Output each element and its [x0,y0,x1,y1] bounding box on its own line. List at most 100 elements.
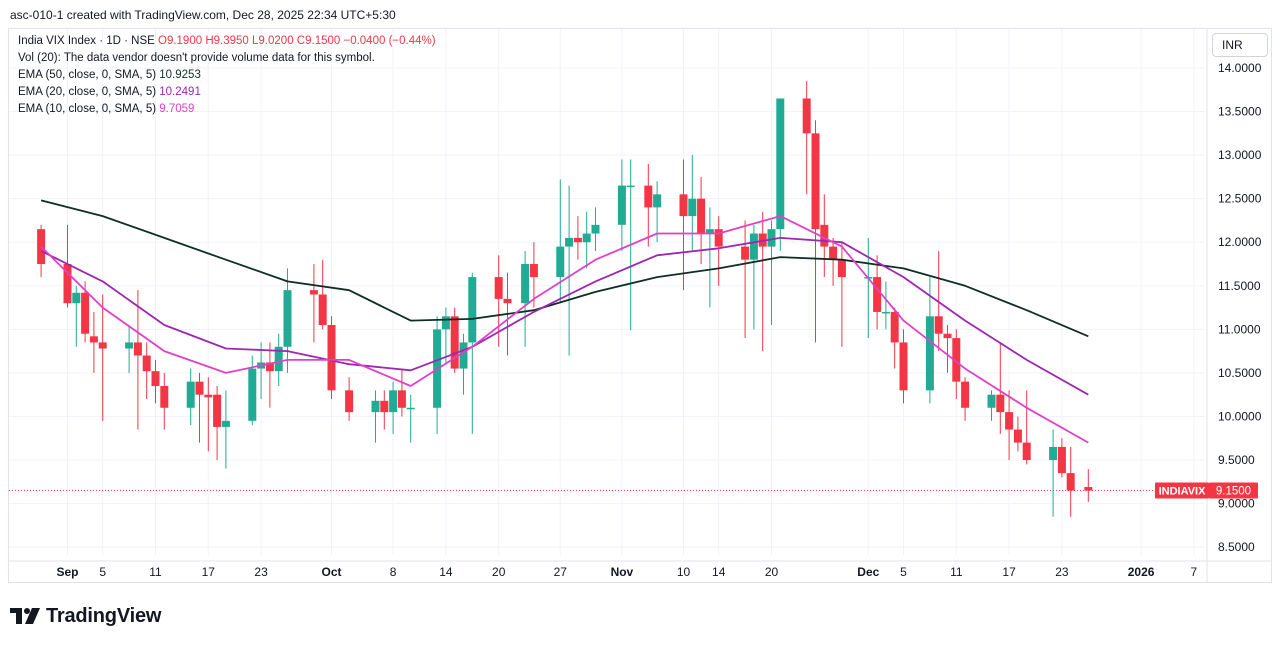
legend-ema10[interactable]: EMA (10, close, 0, SMA, 5) 9.7059 [18,103,194,115]
candle-down [1066,473,1075,491]
y-tick-label: 14.0000 [1218,61,1262,75]
candle-down [644,185,653,208]
candle-down [1084,487,1093,491]
currency-selector[interactable]: INR [1212,33,1268,57]
candle-down [450,316,459,369]
y-tick-label: 9.5000 [1218,453,1255,467]
last-price-tag-bg [1209,482,1258,499]
candle-up [582,233,591,243]
candle-down [327,325,336,391]
ema10-line [40,215,1089,444]
legend-change: −0.0400 (−0.44%) [343,35,436,47]
x-tick-label: 20 [765,565,779,579]
candle-down [741,246,750,260]
candle-up [441,316,450,330]
candle-up [1049,446,1058,461]
candle-up [565,237,574,247]
price-tag-layer: INDIAVIX 9.1500 [1155,482,1258,499]
candle-down [142,355,151,372]
x-tick-label: 11 [149,565,162,579]
candle-down [380,400,389,413]
candle-up [221,420,230,427]
chart-caption: asc-010-1 created with TradingView.com, … [10,8,396,22]
x-tick-label: 8 [390,565,397,579]
x-tick-label: Oct [321,565,341,579]
y-tick-label: 10.0000 [1218,409,1262,423]
y-tick-label: 11.0000 [1218,322,1261,336]
candle-down [1005,412,1014,430]
legend-high: H9.3950 [205,35,249,47]
candle-down [151,371,160,386]
candle-up [283,290,292,347]
y-tick-label: 13.5000 [1218,105,1262,119]
x-tick-label: 2026 [1128,565,1155,579]
y-tick-label: 8.5000 [1218,540,1255,554]
tradingview-logo[interactable]: TradingView [10,604,161,628]
x-tick-label: 23 [254,565,268,579]
candle-down [802,98,811,134]
candle-down [837,259,846,278]
candle-down [81,292,90,334]
y-tick-label: 12.0000 [1218,235,1262,249]
candle-down [829,246,838,260]
brand-name: TradingView [46,604,162,627]
candle-down [697,198,706,234]
candle-down [37,229,46,265]
x-tick-label: 20 [492,565,506,579]
y-tick-label: 13.0000 [1218,148,1262,162]
legend-symbol: India VIX Index · 1D · NSE [18,35,155,47]
candle-down [63,264,72,304]
candle-down [811,133,820,230]
candle-up [749,233,758,260]
candle-up [406,407,415,410]
candle-up [653,194,662,208]
candle-down [934,316,943,334]
candle-down [1013,429,1022,443]
price-axis: 14.0000 13.5000 13.0000 12.5000 12.0000 11.50… [1206,29,1262,583]
x-tick-label: 5 [99,565,106,579]
candle-down [873,277,882,312]
legend-ema50[interactable]: EMA (50, close, 0, SMA, 5) 10.9253 [18,69,201,81]
candle-up [274,346,283,372]
ema50-line [40,199,1089,338]
x-tick-label: 7 [1191,565,1198,579]
candle-up [556,246,565,278]
candle-down [820,224,829,247]
candle-down [345,390,354,413]
legend-ema20-label: EMA (20, close, 0, SMA, 5) [18,86,157,98]
candle-up [125,342,134,349]
candle-up [591,224,600,234]
candle-down [714,229,723,247]
symbol-tag-bg [1155,482,1209,499]
y-tick-label: 12.5000 [1218,192,1262,206]
candle-down [1022,442,1031,461]
legend-volume[interactable]: Vol (20): The data vendor doesn't provid… [18,52,375,64]
candle-down [195,381,204,395]
last-price-tag: 9.1500 [1216,486,1251,498]
candle-up [521,264,530,304]
candle-down [98,342,107,349]
candle-down [899,342,908,391]
legend-low: L9.0200 [252,35,294,47]
candle-down [160,385,169,408]
x-tick-label: 11 [950,565,963,579]
candle-down [318,294,327,326]
legend-ohlc[interactable]: India VIX Index · 1D · NSE O9.1900 H9.39… [18,35,436,47]
x-tick-label: 14 [439,565,453,579]
candle-up [617,185,626,225]
legend-open: O9.1900 [158,35,203,47]
x-tick-label: Sep [56,565,78,579]
x-tick-label: 17 [1002,565,1016,579]
x-tick-label: 14 [712,565,726,579]
candle-down [1057,446,1066,474]
symbol-tag: INDIAVIX [1159,486,1207,498]
chart-frame[interactable] [8,28,1272,583]
x-tick-label: 5 [900,565,907,579]
legend-ema20-value: 10.2491 [159,86,201,98]
candle-down [494,277,503,299]
legend-ema20[interactable]: EMA (20, close, 0, SMA, 5) 10.2491 [18,86,201,98]
candle-up [186,381,195,408]
candle-down [133,342,142,356]
legend-close: C9.1500 [296,35,341,47]
